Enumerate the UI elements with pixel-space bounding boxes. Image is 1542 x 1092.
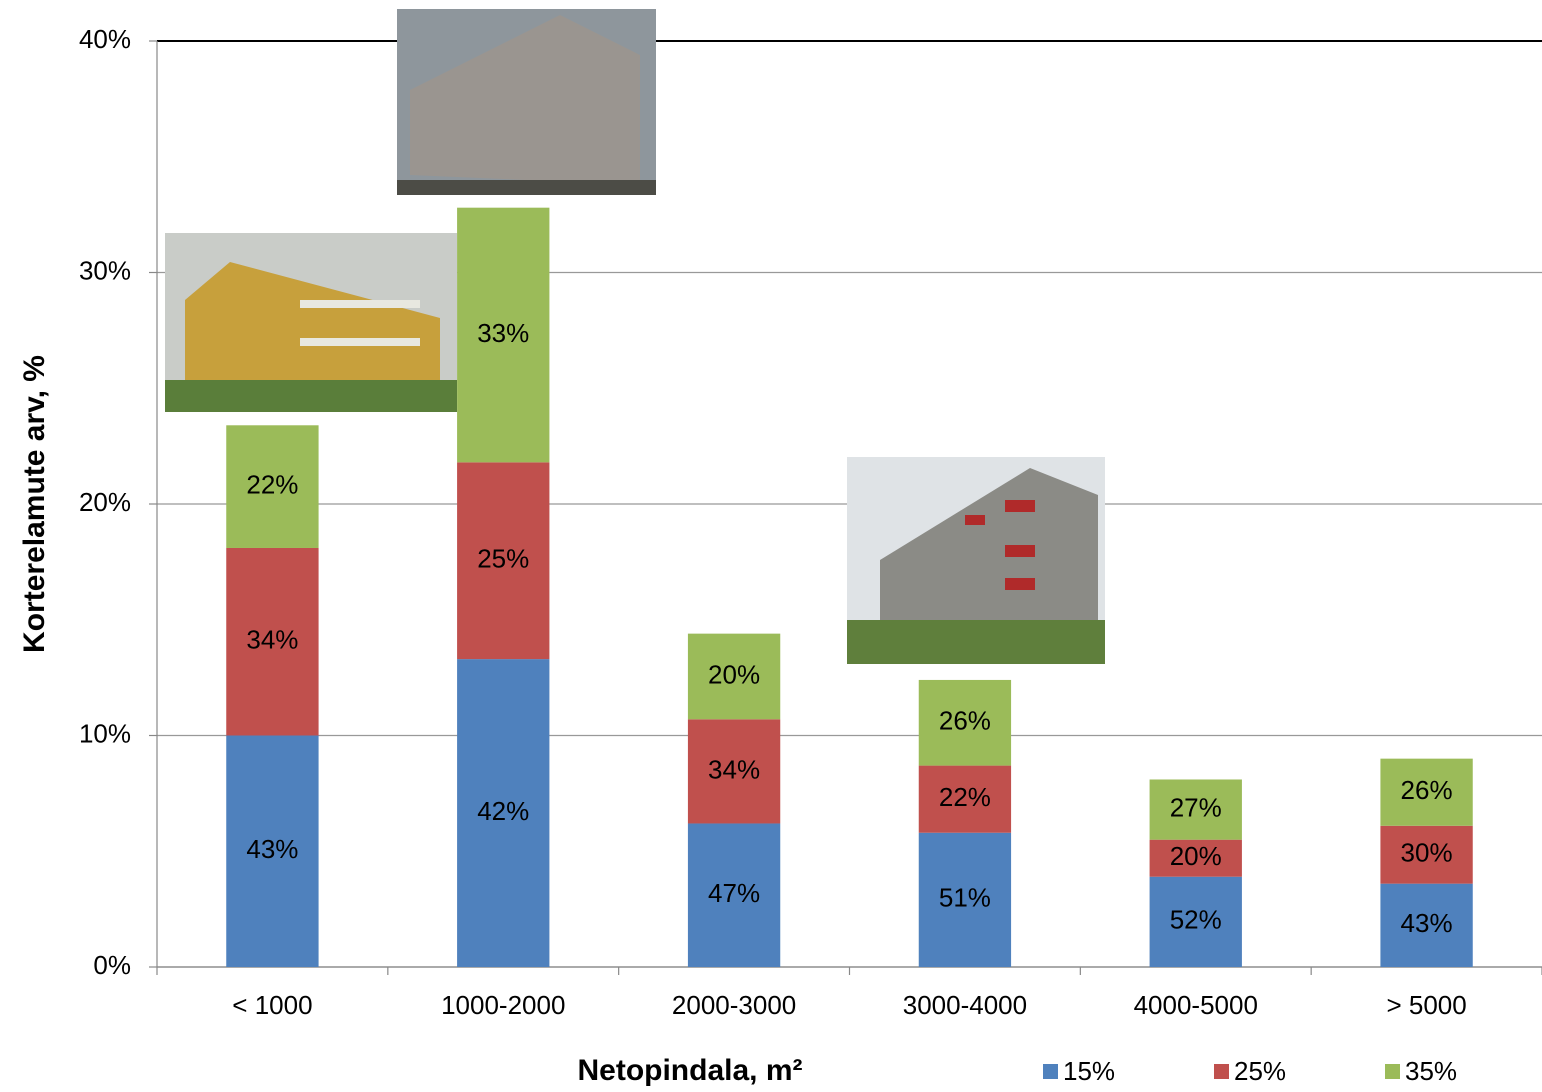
segment-label: 20% <box>1170 841 1222 871</box>
segment-label: 47% <box>708 878 760 908</box>
photo-gray-building <box>397 9 656 195</box>
segment-label: 43% <box>246 834 298 864</box>
segment-label: 34% <box>246 625 298 655</box>
y-tick-label: 30% <box>79 255 131 285</box>
photo-balcony-building <box>847 457 1105 664</box>
segment-label: 30% <box>1401 838 1453 868</box>
y-tick-label: 10% <box>79 718 131 748</box>
x-tick-label: 3000-4000 <box>903 990 1027 1020</box>
legend-label: 25% <box>1234 1056 1286 1086</box>
segment-label: 43% <box>1401 908 1453 938</box>
legend-swatch <box>1214 1064 1229 1079</box>
segment-label: 51% <box>939 883 991 913</box>
legend-swatch <box>1385 1064 1400 1079</box>
chart: Netopindala, m² Korterelamute arv, % 0% 1… <box>0 0 1542 1092</box>
segment-label: 52% <box>1170 905 1222 935</box>
segment-label: 25% <box>477 544 529 574</box>
y-tick-label: 20% <box>79 487 131 517</box>
legend-label: 15% <box>1063 1056 1115 1086</box>
photo-yellow-building <box>165 233 457 412</box>
segment-label: 26% <box>1401 775 1453 805</box>
y-tick-label: 40% <box>79 24 131 54</box>
legend-label: 35% <box>1405 1056 1457 1086</box>
y-axis-title: Korterelamute arv, % <box>18 355 51 653</box>
segment-label: 22% <box>939 782 991 812</box>
segment-label: 34% <box>708 754 760 784</box>
x-tick-label: < 1000 <box>232 990 312 1020</box>
segment-label: 22% <box>246 470 298 500</box>
segment-label: 33% <box>477 318 529 348</box>
segment-label: 27% <box>1170 792 1222 822</box>
x-tick-label: 4000-5000 <box>1134 990 1258 1020</box>
segment-label: 26% <box>939 706 991 736</box>
y-tick-label: 0% <box>93 950 131 980</box>
legend-swatch <box>1043 1064 1058 1079</box>
x-tick-label: > 5000 <box>1386 990 1466 1020</box>
x-tick-label: 2000-3000 <box>672 990 796 1020</box>
x-tick-label: 1000-2000 <box>441 990 565 1020</box>
segment-label: 20% <box>708 659 760 689</box>
x-axis-title: Netopindala, m² <box>577 1054 802 1087</box>
segment-label: 42% <box>477 796 529 826</box>
